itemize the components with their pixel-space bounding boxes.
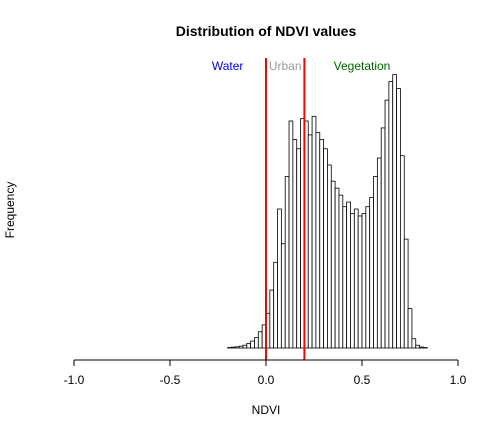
- histogram-bar: [343, 207, 347, 348]
- histogram-bar: [335, 188, 339, 348]
- histogram-bar: [350, 214, 354, 348]
- histogram-bar: [270, 290, 274, 348]
- histogram-bar: [420, 347, 424, 348]
- x-axis-label: NDVI: [252, 403, 281, 417]
- x-tick-label: 1.0: [450, 373, 467, 387]
- class-annotation: Vegetation: [334, 59, 391, 73]
- histogram-bar: [358, 216, 362, 348]
- histogram-bar: [293, 140, 297, 349]
- histogram-bar: [339, 195, 343, 348]
- x-tick-label: -1.0: [64, 373, 85, 387]
- class-annotation: Water: [212, 59, 244, 73]
- histogram-bar: [281, 244, 285, 348]
- histogram-bar: [381, 128, 385, 348]
- histogram-bar: [320, 140, 324, 349]
- histogram-bar: [231, 347, 235, 348]
- class-annotations: Water Urban Vegetation: [212, 59, 391, 73]
- histogram-bar: [400, 156, 404, 348]
- x-tick-label: 0.5: [354, 373, 371, 387]
- histogram-bar: [316, 133, 320, 348]
- chart-title: Distribution of NDVI values: [176, 23, 357, 39]
- histogram-bar: [285, 177, 289, 348]
- class-annotation: Urban: [269, 59, 302, 73]
- histogram-bar: [385, 100, 389, 348]
- histogram-bar: [374, 177, 378, 348]
- histogram-bar: [416, 345, 420, 348]
- histogram-bar: [347, 202, 351, 348]
- histogram-bar: [289, 121, 293, 348]
- x-tick-label: -0.5: [160, 373, 181, 387]
- x-tick-label: 0.0: [258, 373, 275, 387]
- histogram-bar: [370, 197, 374, 348]
- histogram-bar: [327, 165, 331, 348]
- histogram-bar: [389, 82, 393, 348]
- histogram-bar: [274, 262, 278, 348]
- histogram-bar: [412, 339, 416, 348]
- histogram-bar: [377, 158, 381, 348]
- histogram-bar: [235, 347, 239, 348]
- histogram-bar: [324, 149, 328, 348]
- histogram-bar: [297, 149, 301, 348]
- histogram-bar: [397, 89, 401, 348]
- histogram-bar: [308, 135, 312, 348]
- histogram-bar: [258, 332, 262, 348]
- histogram-bar: [247, 343, 251, 348]
- histogram-bar: [254, 338, 258, 348]
- histogram-bar: [278, 209, 282, 348]
- histogram-bar: [243, 345, 247, 348]
- histogram-bar: [362, 214, 366, 348]
- histogram-bar: [404, 239, 408, 348]
- histogram-bar: [312, 116, 316, 348]
- histogram-bar: [408, 309, 412, 348]
- histogram-bar: [251, 341, 255, 348]
- y-axis-label: Frequency: [3, 182, 17, 239]
- histogram-bar: [354, 209, 358, 348]
- histogram-bar: [239, 346, 243, 348]
- histogram-bar: [366, 207, 370, 348]
- histogram-bar: [331, 181, 335, 348]
- histogram-bar: [393, 75, 397, 348]
